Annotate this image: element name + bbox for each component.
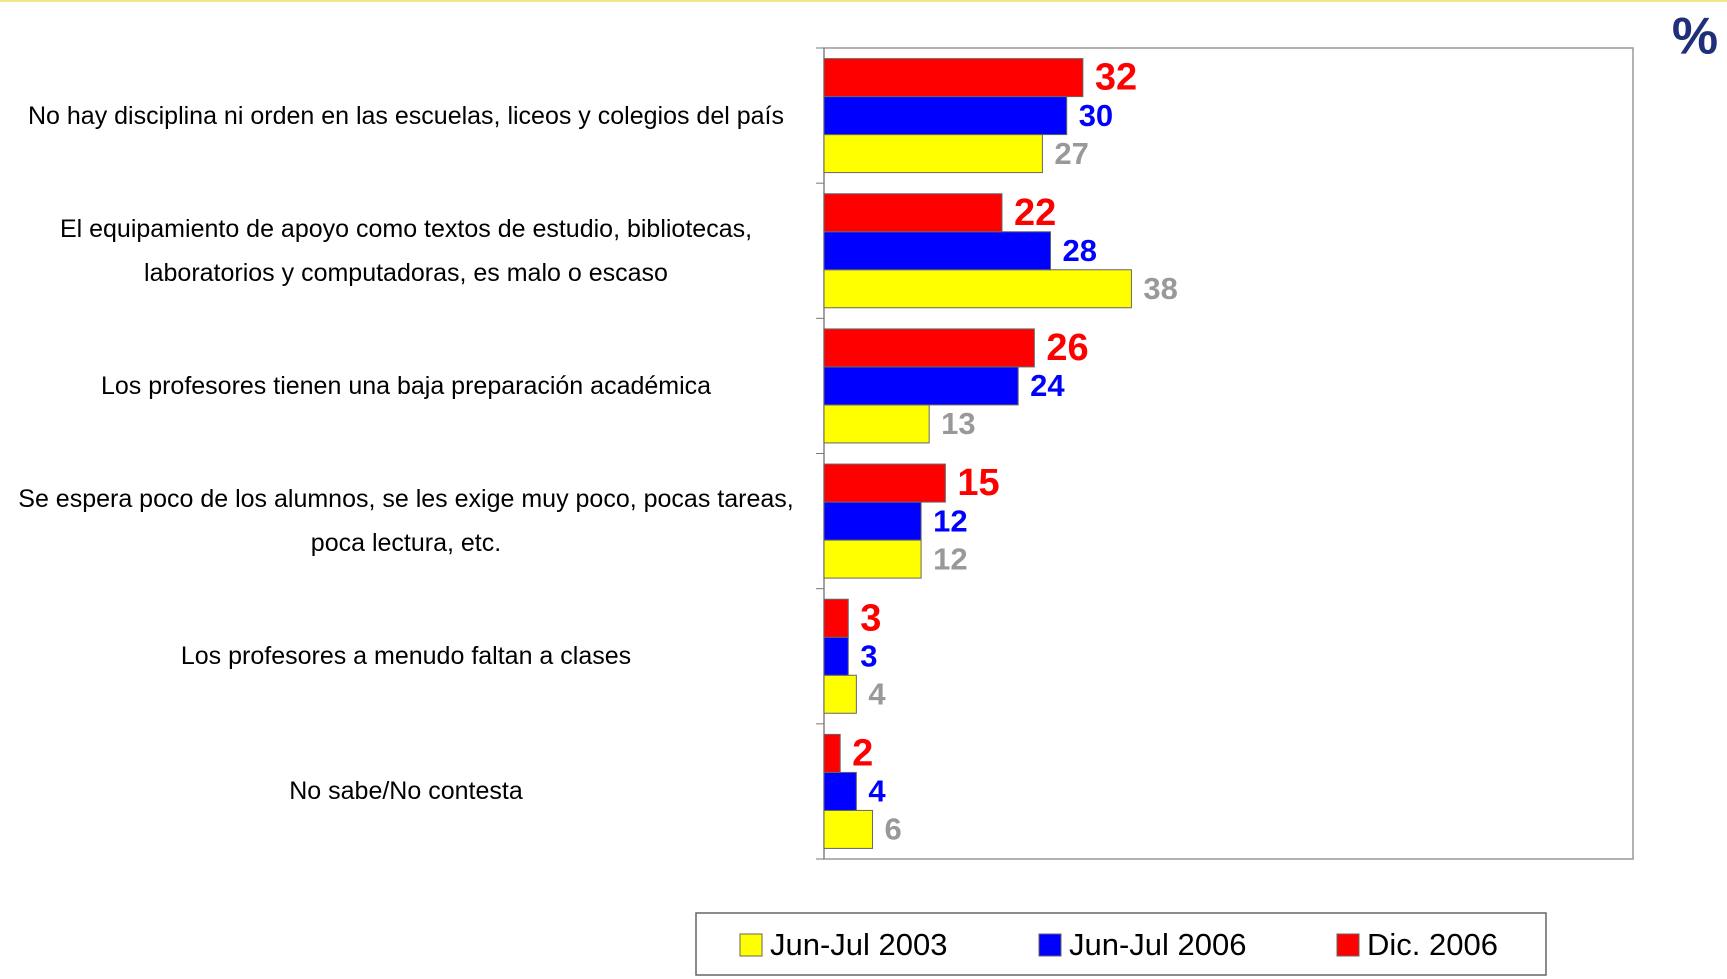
value-label: 38 — [1143, 271, 1177, 306]
bar — [823, 809, 874, 849]
category-label: No sabe/No contesta — [289, 777, 523, 806]
legend-label: Jun-Jul 2003 — [770, 927, 948, 962]
category-label: El equipamiento de apoyo como textos de … — [59, 214, 753, 287]
legend-label: Dic. 2006 — [1367, 927, 1498, 962]
bar — [823, 96, 1068, 136]
value-label: 3 — [860, 638, 877, 673]
bar — [823, 674, 857, 714]
bar — [823, 771, 857, 811]
bar — [823, 366, 1019, 406]
category-label: Los profesores tienen una baja preparaci… — [100, 371, 712, 400]
value-label: 24 — [1030, 368, 1065, 403]
category-label: No hay disciplina ni orden en las escuel… — [28, 101, 784, 130]
bar — [823, 58, 1084, 98]
bar — [823, 193, 1003, 233]
bar — [823, 598, 849, 638]
value-label: 12 — [933, 503, 967, 538]
bar — [823, 404, 930, 444]
bar — [823, 269, 1132, 309]
category-label: Los profesores a menudo faltan a clases — [180, 642, 632, 671]
legend-swatch — [739, 933, 763, 957]
value-label: 22 — [1014, 192, 1056, 234]
bar — [823, 134, 1043, 174]
bar — [823, 463, 946, 503]
legend-swatch — [1336, 933, 1360, 957]
value-label: 3 — [860, 597, 881, 639]
bar — [823, 231, 1052, 271]
value-label: 4 — [868, 676, 886, 711]
value-label: 13 — [941, 406, 975, 441]
value-label: 2 — [852, 732, 873, 774]
legend-box — [695, 912, 1547, 976]
value-label: 30 — [1079, 98, 1113, 133]
bar — [823, 328, 1035, 368]
value-label: 26 — [1046, 327, 1088, 369]
unit-label: % — [1672, 8, 1718, 66]
bar — [823, 733, 841, 773]
plot-area — [823, 47, 1634, 860]
legend-swatch — [1038, 933, 1062, 957]
bar — [823, 501, 922, 541]
bar — [823, 636, 849, 676]
value-label: 27 — [1054, 136, 1088, 171]
value-label: 6 — [885, 812, 902, 847]
value-label: 12 — [933, 541, 967, 576]
value-label: 28 — [1063, 233, 1097, 268]
value-label: 32 — [1095, 57, 1137, 99]
value-label: 4 — [868, 774, 886, 809]
bar — [823, 539, 922, 579]
value-label: 15 — [957, 462, 999, 504]
legend-label: Jun-Jul 2006 — [1069, 927, 1247, 962]
category-label: Se espera poco de los alumnos, se les ex… — [18, 485, 794, 558]
